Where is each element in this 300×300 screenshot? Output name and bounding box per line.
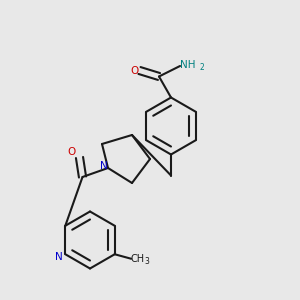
- Text: O: O: [130, 65, 138, 76]
- Text: CH: CH: [131, 254, 145, 264]
- Text: O: O: [68, 147, 76, 157]
- Text: N: N: [100, 160, 107, 171]
- Text: N: N: [56, 252, 63, 262]
- Text: 3: 3: [144, 256, 149, 266]
- Text: 2: 2: [199, 63, 204, 72]
- Text: NH: NH: [180, 59, 195, 70]
